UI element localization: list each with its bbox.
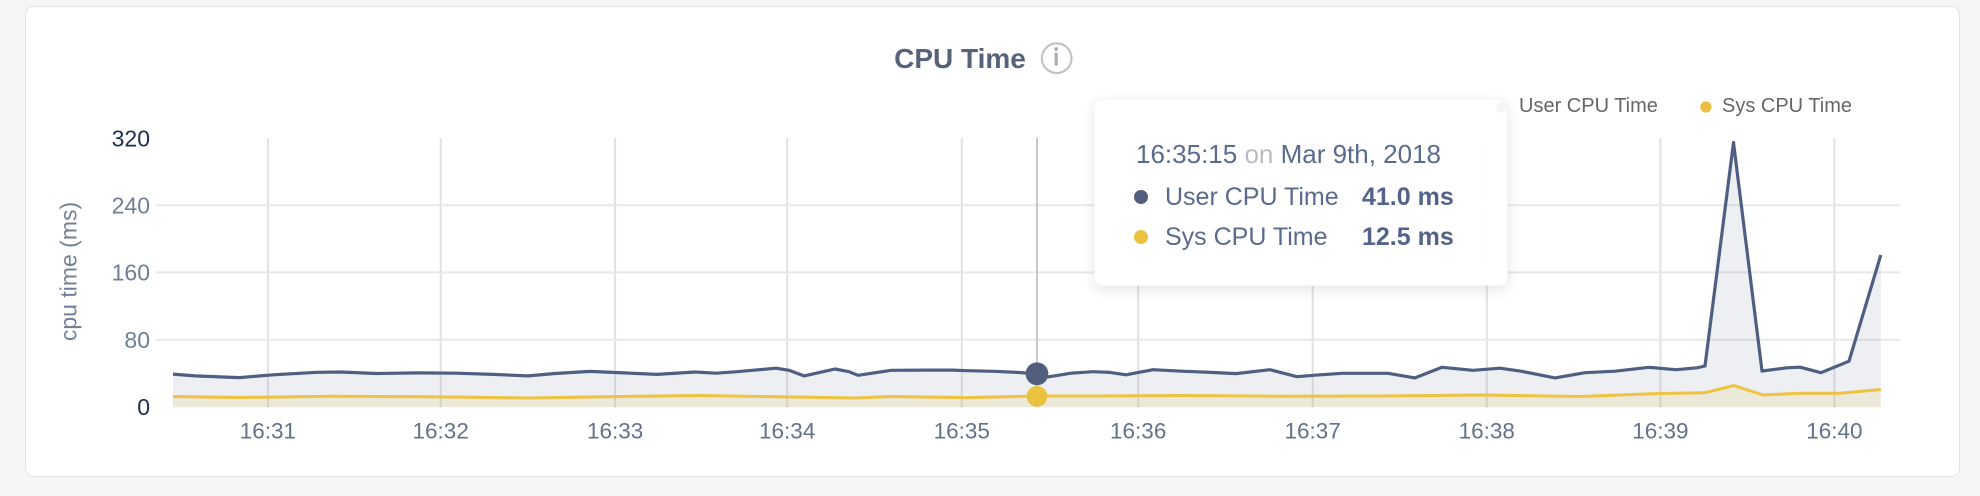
svg-text:16:39: 16:39 — [1632, 419, 1688, 444]
svg-text:16:35: 16:35 — [934, 419, 990, 444]
svg-text:16:33: 16:33 — [587, 419, 643, 444]
svg-text:16:40: 16:40 — [1806, 419, 1862, 444]
svg-text:160: 160 — [112, 260, 150, 286]
svg-text:320: 320 — [112, 125, 150, 151]
svg-text:0: 0 — [137, 394, 150, 420]
svg-text:16:32: 16:32 — [413, 419, 469, 444]
svg-text:16:34: 16:34 — [759, 419, 815, 444]
svg-text:16:36: 16:36 — [1110, 419, 1166, 444]
svg-text:16:37: 16:37 — [1285, 419, 1341, 444]
svg-text:16:38: 16:38 — [1459, 419, 1515, 444]
svg-text:16:31: 16:31 — [240, 419, 296, 444]
svg-text:80: 80 — [124, 327, 150, 353]
svg-text:cpu time (ms): cpu time (ms) — [56, 202, 82, 341]
svg-text:240: 240 — [112, 193, 150, 219]
